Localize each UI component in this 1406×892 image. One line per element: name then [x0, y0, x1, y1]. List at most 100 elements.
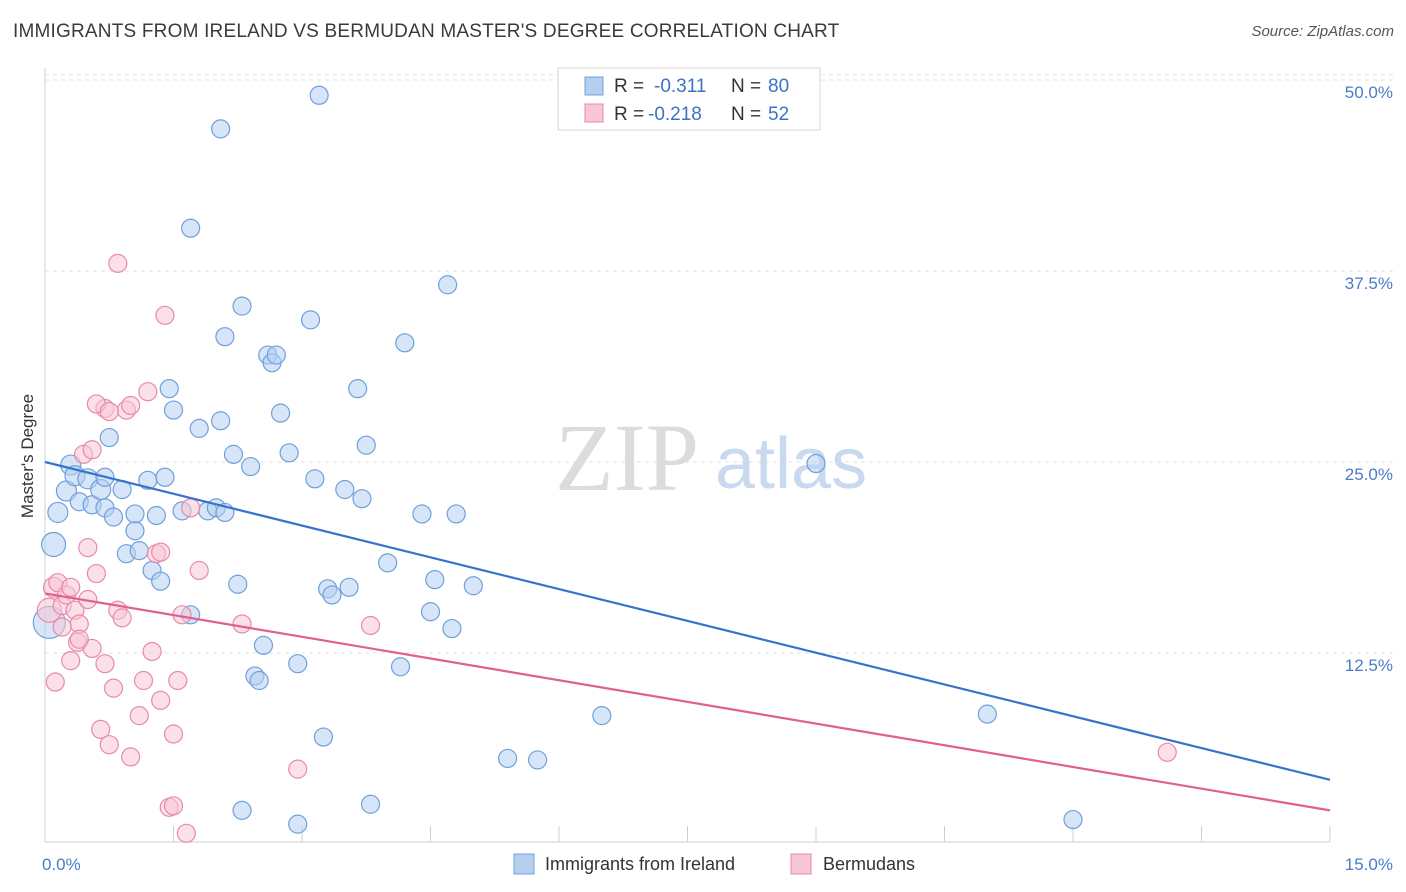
point-ireland-12	[103, 507, 124, 527]
point-ireland-39	[241, 456, 261, 477]
point-ireland-70	[360, 794, 381, 814]
point-bermudans-23	[133, 670, 154, 691]
legend-r-label-1: R =	[614, 76, 644, 97]
grid-lines	[45, 74, 1395, 654]
point-bermudans-44	[69, 629, 89, 649]
legend-n-label-2: N =	[731, 104, 761, 125]
point-bermudans-39	[108, 253, 128, 273]
point-ireland-76	[806, 453, 826, 474]
point-ireland-21	[146, 505, 166, 526]
point-bermudans-17	[103, 678, 124, 698]
point-ireland-36	[223, 444, 244, 464]
point-bermudans-49	[163, 796, 184, 816]
point-ireland-55	[335, 479, 355, 500]
point-bermudans-15	[95, 654, 115, 674]
legend-n-value-2: 52	[768, 104, 789, 125]
point-bermudans-47	[151, 542, 171, 562]
point-bermudans-48	[61, 651, 81, 671]
point-ireland-50	[305, 469, 325, 489]
point-bermudans-50	[1157, 742, 1177, 762]
point-bermudans-6	[61, 577, 81, 597]
point-bermudans-34	[189, 560, 209, 581]
trend-lines	[44, 460, 1331, 812]
point-bermudans-25	[142, 641, 162, 662]
point-bermudans-19	[112, 608, 132, 628]
y-tick-label-1: 25.0%	[1345, 465, 1393, 484]
legend-r-label-2: R =	[614, 104, 644, 125]
point-ireland-49	[300, 310, 321, 330]
point-bermudans-42	[99, 401, 119, 422]
x-tick-label-0: 0.0%	[42, 855, 81, 874]
point-bermudans-16	[99, 735, 119, 755]
point-bermudans-45	[52, 617, 72, 637]
x-tick-labels: 0.0% 15.0%	[42, 855, 1393, 874]
chart-title: IMMIGRANTS FROM IRELAND VS BERMUDAN MAST…	[13, 21, 840, 42]
point-ireland-59	[356, 435, 376, 455]
legend-swatch-pink	[584, 103, 604, 123]
point-ireland-37	[228, 574, 248, 594]
point-bermudans-24	[138, 382, 158, 402]
trend-line-bermudans	[44, 592, 1331, 812]
point-ireland-45	[266, 345, 286, 365]
stats-legend: R = -0.311 N = 80 R = -0.218 N = 52	[557, 67, 821, 131]
legend-swatch-blue	[584, 76, 604, 96]
watermark-zip: ZIP	[555, 404, 699, 511]
point-ireland-67	[442, 618, 462, 639]
point-ireland-72	[288, 814, 308, 834]
point-ireland-23	[155, 467, 175, 487]
point-bermudans-46	[78, 537, 98, 558]
point-ireland-27	[181, 218, 201, 238]
series-swatch-ireland	[513, 853, 535, 875]
point-ireland-68	[446, 504, 466, 524]
point-ireland-60	[378, 553, 398, 573]
y-axis-title: Master's Degree	[18, 394, 37, 518]
point-bermudans-30	[168, 670, 188, 691]
point-ireland-58	[352, 489, 372, 509]
point-ireland-34	[211, 119, 231, 139]
point-ireland-75	[592, 706, 612, 726]
point-ireland-66	[438, 275, 458, 295]
point-ireland-47	[279, 443, 299, 463]
point-ireland-24	[159, 379, 179, 399]
point-ireland-48	[288, 654, 308, 674]
axes	[44, 68, 1331, 843]
point-ireland-41	[249, 670, 269, 691]
point-ireland-64	[420, 602, 441, 622]
point-ireland-69	[463, 576, 483, 596]
point-bermudans-13	[86, 563, 107, 584]
point-bermudans-43	[121, 395, 141, 416]
series-legend: Immigrants from Ireland Bermudans	[513, 853, 915, 875]
point-ireland-18	[129, 541, 149, 561]
point-bermudans-27	[151, 690, 171, 710]
legend-r-value-1: -0.311	[654, 76, 706, 97]
point-ireland-1	[40, 531, 67, 558]
series-swatch-bermudans	[790, 853, 812, 875]
point-ireland-78	[1063, 809, 1083, 830]
point-bermudans-36	[288, 759, 308, 779]
point-ireland-42	[253, 635, 274, 655]
point-ireland-65	[425, 570, 445, 590]
point-bermudans-38	[155, 305, 175, 325]
legend-n-label-1: N =	[731, 76, 761, 97]
point-ireland-61	[390, 657, 411, 677]
point-bermudans-14	[91, 719, 111, 740]
point-ireland-11	[99, 427, 119, 448]
point-ireland-25	[163, 400, 184, 420]
point-ireland-52	[313, 727, 334, 747]
point-ireland-77	[977, 704, 997, 724]
point-ireland-63	[412, 504, 432, 524]
point-ireland-32	[211, 411, 231, 431]
x-tick-label-1: 15.0%	[1345, 855, 1393, 874]
point-ireland-35	[215, 327, 235, 347]
point-ireland-22	[151, 571, 171, 591]
y-tick-label-2: 37.5%	[1345, 274, 1393, 293]
point-ireland-14	[125, 504, 145, 524]
point-ireland-74	[527, 750, 548, 770]
point-ireland-46	[270, 403, 291, 423]
point-bermudans-21	[121, 747, 141, 767]
y-tick-label-3: 50.0%	[1345, 83, 1393, 102]
point-ireland-57	[348, 379, 368, 399]
point-ireland-2	[47, 501, 69, 524]
point-ireland-73	[498, 748, 518, 769]
